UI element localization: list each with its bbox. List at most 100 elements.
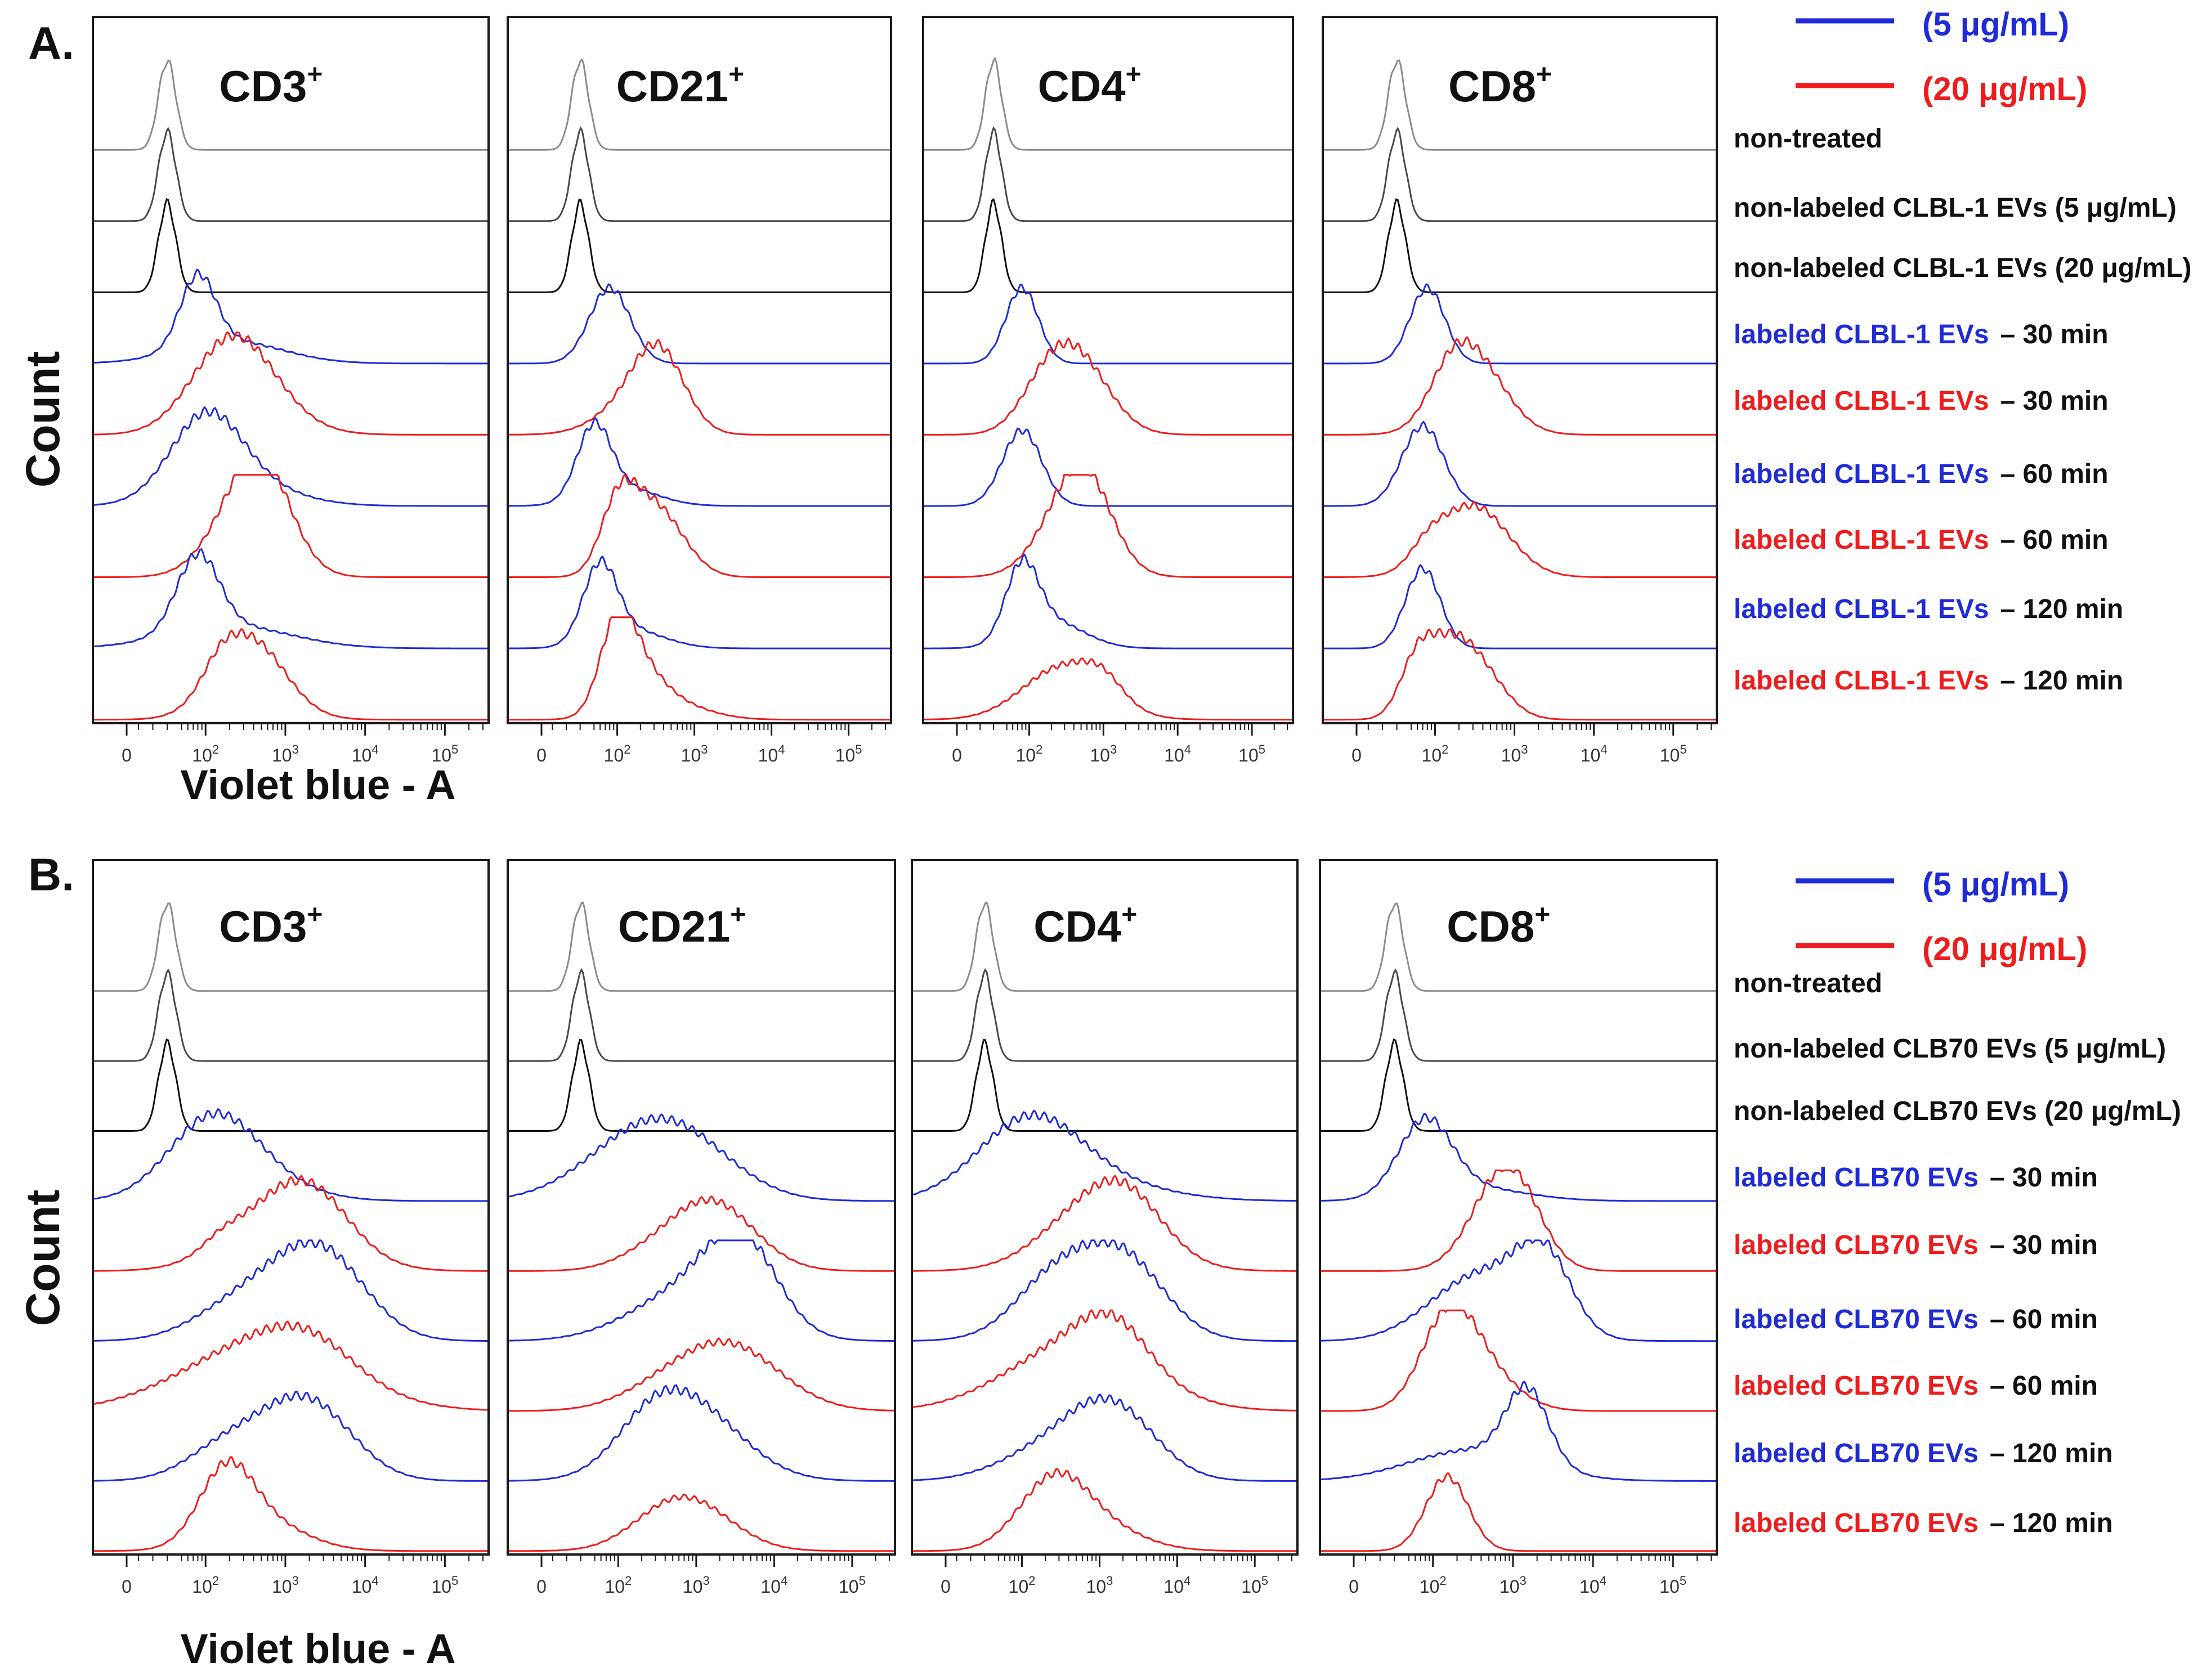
plot-frame xyxy=(1322,16,1718,724)
row-label: labeled CLB70 EVs – 30 min xyxy=(1734,1163,2098,1193)
x-tick-label: 103 xyxy=(1501,742,1528,765)
histogram-trace xyxy=(509,901,894,992)
row-label-suffix: – 120 min xyxy=(2000,666,2123,696)
x-tick-label: 104 xyxy=(1163,1574,1190,1597)
plot-title: CD21+ xyxy=(618,900,746,951)
histogram-trace xyxy=(509,1195,894,1272)
histogram-trace xyxy=(94,1175,487,1272)
row-label: labeled CLB70 EVs – 60 min xyxy=(1734,1371,2098,1401)
row-label-prefix: labeled CLB70 EVs xyxy=(1734,1439,1979,1468)
histogram-trace xyxy=(913,901,1296,992)
x-tick-label: 102 xyxy=(1420,1574,1447,1597)
x-tick-label: 105 xyxy=(1238,742,1265,765)
x-tick-label: 105 xyxy=(1241,1574,1268,1597)
row-label-suffix: – 120 min xyxy=(1990,1508,2113,1538)
x-axis-label: Violet blue - A xyxy=(180,761,455,808)
x-tick-label: 0 xyxy=(1349,1576,1359,1597)
histogram-trace xyxy=(509,199,890,293)
x-tick-label: 104 xyxy=(352,1574,379,1597)
x-tick-label: 0 xyxy=(952,745,962,765)
row-label-suffix: non-labeled CLBL-1 EVs (20 μg/mL) xyxy=(1734,253,2191,283)
histogram-trace xyxy=(1321,902,1716,992)
histogram-trace xyxy=(94,1038,487,1132)
plot-title: CD8+ xyxy=(1448,60,1552,111)
histogram-trace xyxy=(1321,1381,1716,1482)
x-tick-label: 0 xyxy=(536,1576,547,1597)
row-label-prefix: labeled CLBL-1 EVs xyxy=(1734,386,1989,416)
plot-title: CD3+ xyxy=(219,900,323,951)
row-label: labeled CLBL-1 EVs – 30 min xyxy=(1734,386,2109,416)
row-label-suffix: non-labeled CLBL-1 EVs (5 μg/mL) xyxy=(1734,193,2177,223)
plot-title: CD21+ xyxy=(616,60,744,111)
histogram-trace xyxy=(1324,563,1716,649)
x-tick-label: 103 xyxy=(1086,1574,1113,1597)
row-label-suffix: non-labeled CLB70 EVs (20 μg/mL) xyxy=(1734,1096,2181,1126)
histogram-trace xyxy=(924,126,1292,222)
legend-label: (5 μg/mL) xyxy=(1922,6,2069,43)
x-tick-label: 103 xyxy=(1090,742,1117,765)
row-label-suffix: – 30 min xyxy=(2000,320,2108,350)
x-tick-label: 103 xyxy=(681,742,708,765)
histogram-trace xyxy=(94,127,487,222)
x-tick-label: 0 xyxy=(536,745,547,765)
x-tick-label: 104 xyxy=(1581,742,1608,765)
histogram-trace xyxy=(94,1456,487,1552)
panel-letter: B. xyxy=(28,849,74,901)
row-label-suffix: non-treated xyxy=(1734,969,1882,998)
row-label: labeled CLBL-1 EVs – 120 min xyxy=(1734,666,2123,696)
row-label-prefix: labeled CLBL-1 EVs xyxy=(1734,459,1989,489)
x-tick-label: 105 xyxy=(1659,1574,1686,1597)
histogram-trace xyxy=(1324,198,1716,293)
histogram-trace xyxy=(912,1109,1297,1202)
x-tick-label: 102 xyxy=(1009,1574,1036,1597)
histogram-trace xyxy=(94,968,487,1062)
histogram-trace xyxy=(1321,1472,1716,1552)
x-tick-label: 105 xyxy=(835,742,862,765)
row-label: non-labeled CLBL-1 EVs (5 μg/mL) xyxy=(1734,193,2177,223)
row-label-suffix: – 60 min xyxy=(1990,1371,2098,1401)
histogram-trace xyxy=(1324,420,1716,507)
panel: B. Count Violet blue - A (5 μg/mL) (20 μg/mL… xyxy=(16,849,2181,1672)
x-tick-label: 102 xyxy=(192,742,219,765)
histogram-trace xyxy=(94,268,487,365)
row-label-suffix: – 120 min xyxy=(2000,594,2123,624)
histogram-trace xyxy=(509,1494,894,1552)
plot-frame xyxy=(911,859,1299,1556)
histogram-trace xyxy=(94,628,487,721)
histogram-trace xyxy=(509,126,890,222)
histogram-trace xyxy=(93,331,487,436)
row-label: labeled CLB70 EVs – 120 min xyxy=(1734,1508,2113,1538)
histogram-trace xyxy=(1321,1038,1716,1132)
histogram-trace xyxy=(913,967,1296,1062)
histogram-trace xyxy=(1321,1113,1716,1202)
row-label-prefix: labeled CLBL-1 EVs xyxy=(1734,594,1989,624)
histogram-trace xyxy=(509,967,894,1062)
histogram-trace xyxy=(509,1038,894,1132)
histogram-trace xyxy=(508,338,890,436)
histogram-trace xyxy=(1324,59,1716,151)
row-label-prefix: labeled CLB70 EVs xyxy=(1734,1163,1979,1193)
row-label: labeled CLB70 EVs – 120 min xyxy=(1734,1439,2113,1468)
histogram-plot: CD8+ 0 102 103 104 105 xyxy=(1319,859,1718,1597)
x-tick-label: 0 xyxy=(1351,745,1362,765)
x-tick-label: 103 xyxy=(1500,1574,1527,1597)
row-label: labeled CLB70 EVs – 30 min xyxy=(1734,1230,2098,1260)
x-tick-label: 105 xyxy=(1660,742,1687,765)
x-tick-label: 104 xyxy=(352,742,379,765)
row-label: non-treated xyxy=(1734,124,1882,154)
y-axis-label: Count xyxy=(16,1190,69,1327)
panel-letter: A. xyxy=(28,18,74,69)
x-tick-label: 104 xyxy=(758,742,785,765)
x-tick-label: 102 xyxy=(1015,742,1042,765)
row-label: non-treated xyxy=(1734,969,1882,998)
plot-frame xyxy=(92,859,490,1556)
row-label: labeled CLBL-1 EVs – 60 min xyxy=(1734,459,2109,489)
histogram-trace xyxy=(1324,501,1716,578)
histogram-trace xyxy=(912,1393,1296,1482)
plot-frame xyxy=(92,16,490,724)
histogram-plot: CD3+ 0 102 103 104 105 xyxy=(92,16,490,765)
plot-title: CD4+ xyxy=(1038,60,1142,111)
row-label-prefix: labeled CLBL-1 EVs xyxy=(1734,320,1989,350)
histogram-trace xyxy=(924,337,1292,436)
